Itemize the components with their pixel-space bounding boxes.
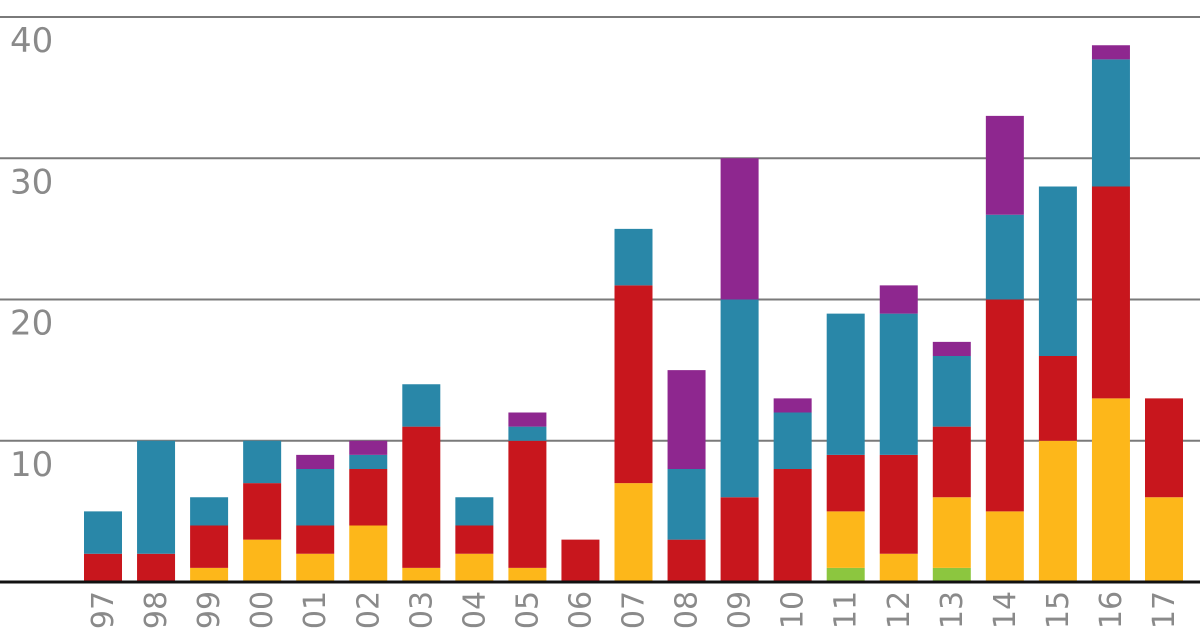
bar-segment xyxy=(879,285,918,314)
bar-segment xyxy=(455,525,494,554)
bars xyxy=(84,45,1183,582)
x-tick-label: 09 xyxy=(723,591,758,629)
bar-segment xyxy=(190,525,229,568)
y-tick-label: 40 xyxy=(10,21,53,61)
bar-segment xyxy=(1145,398,1183,498)
bar-segment xyxy=(985,299,1024,512)
y-tick-label: 20 xyxy=(10,304,53,344)
bar-segment xyxy=(720,158,759,300)
bar-segment xyxy=(826,511,865,568)
bar-segment xyxy=(84,511,122,554)
bar-segment xyxy=(190,497,229,526)
bar-segment xyxy=(1038,440,1077,582)
x-tick-label: 17 xyxy=(1147,591,1182,629)
bar-segment xyxy=(508,412,547,427)
bar-segment xyxy=(985,214,1024,300)
x-tick-label: 12 xyxy=(882,591,917,629)
x-tick-label: 02 xyxy=(351,591,386,629)
bar-segment xyxy=(879,553,918,582)
y-tick-label: 10 xyxy=(10,445,53,485)
bar-segment xyxy=(932,341,971,356)
bar-segment xyxy=(614,285,653,484)
x-tick-label: 98 xyxy=(139,591,174,629)
x-tick-label: 04 xyxy=(457,591,492,629)
bar-segment xyxy=(614,483,653,582)
bar-segment xyxy=(826,454,865,512)
bar-segment xyxy=(561,539,600,582)
bar-segment xyxy=(932,567,971,582)
bar-segment xyxy=(84,553,122,582)
x-tick-label: 11 xyxy=(829,591,864,629)
bar-segment xyxy=(826,567,865,582)
bar-segment xyxy=(826,313,865,455)
x-tick-label: 07 xyxy=(617,591,652,629)
bar-segment xyxy=(296,525,335,554)
bar-segment xyxy=(296,454,335,469)
bar-segment xyxy=(349,454,388,469)
bar-segment xyxy=(667,539,706,582)
bar-segment xyxy=(720,299,759,498)
bar-segment xyxy=(296,553,335,582)
bar-segment xyxy=(720,497,759,582)
x-tick-label: 00 xyxy=(245,591,280,629)
bar-segment xyxy=(773,398,812,413)
bar-segment xyxy=(137,440,176,554)
bar-segment xyxy=(402,426,441,568)
x-tick-label: 97 xyxy=(86,591,121,629)
bar-segment xyxy=(296,469,335,526)
x-tick-label: 16 xyxy=(1094,591,1129,629)
bar-segment xyxy=(243,483,282,540)
bar-segment xyxy=(508,440,547,568)
bar-segment xyxy=(1091,398,1130,582)
bar-segment xyxy=(508,426,547,441)
bar-segment xyxy=(932,356,971,427)
x-tick-label: 15 xyxy=(1041,591,1076,629)
x-tick-label: 06 xyxy=(563,591,598,629)
y-tick-label: 30 xyxy=(10,162,53,202)
bar-segment xyxy=(349,525,388,582)
bar-segment xyxy=(1091,186,1130,399)
bar-segment xyxy=(667,469,706,540)
bar-segment xyxy=(455,497,494,526)
bar-segment xyxy=(1038,186,1077,356)
x-tick-label: 10 xyxy=(776,591,811,629)
bar-segment xyxy=(349,469,388,526)
bar-segment xyxy=(879,454,918,554)
y-axis-ticks: 10 20 30 40 xyxy=(10,21,53,485)
bar-segment xyxy=(243,539,282,582)
bar-segment xyxy=(932,426,971,498)
x-tick-label: 05 xyxy=(510,591,545,629)
bar-segment xyxy=(614,228,653,286)
bar-segment xyxy=(402,384,441,427)
bar-segment xyxy=(349,440,388,455)
bar-segment xyxy=(773,469,812,582)
bar-segment xyxy=(1038,356,1077,441)
bar-segment xyxy=(190,567,229,582)
bar-segment xyxy=(932,497,971,568)
bar-segment xyxy=(508,567,547,582)
bar-segment xyxy=(985,511,1024,582)
x-tick-label: 08 xyxy=(670,591,705,629)
bar-segment xyxy=(1145,497,1183,582)
bar-segment xyxy=(1091,45,1130,60)
x-tick-label: 13 xyxy=(935,591,970,629)
x-axis-ticks: 97 98 99 00 01 02 03 04 05 06 07 08 09 10 11 12 13 14 15 16… xyxy=(86,591,1182,629)
bar-segment xyxy=(137,553,176,582)
x-tick-label: 01 xyxy=(298,591,333,629)
bar-segment xyxy=(879,313,918,455)
bar-segment xyxy=(455,553,494,582)
x-tick-label: 03 xyxy=(404,591,439,629)
x-tick-label: 99 xyxy=(192,591,227,629)
bar-segment xyxy=(667,370,706,469)
bar-segment xyxy=(985,115,1024,215)
bar-segment xyxy=(773,412,812,469)
x-tick-label: 14 xyxy=(988,591,1023,629)
bar-segment xyxy=(1091,59,1130,187)
bar-segment xyxy=(243,440,282,484)
bar-segment xyxy=(402,567,441,582)
